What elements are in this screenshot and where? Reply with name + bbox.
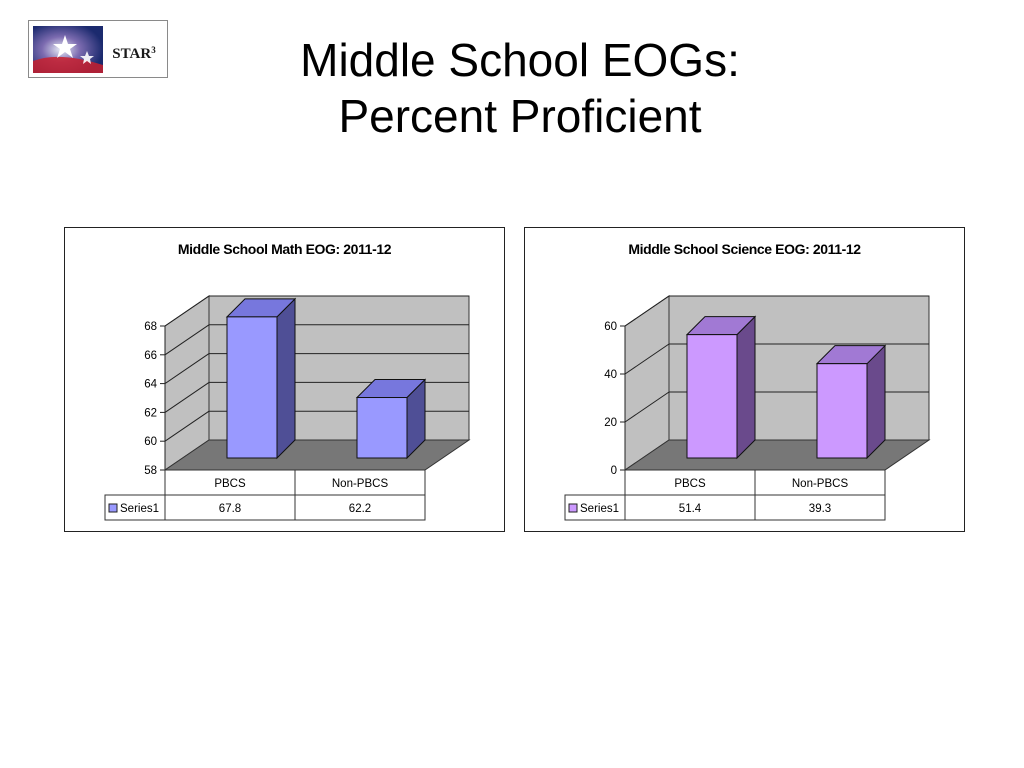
science-y-tick-label: 40 (604, 369, 617, 381)
star3-logo: STAR3 (28, 20, 168, 78)
math-y-tick-label: 58 (144, 465, 157, 477)
math-gridline-side (164, 353, 210, 385)
math-value-label-1: 67.8 (219, 503, 241, 515)
science-table-data-row (564, 494, 886, 521)
star-logo-icon (33, 26, 103, 73)
science-chart-title: Middle School Science EOG: 2011-12 (628, 241, 861, 257)
math-y-tick-label: 64 (144, 379, 157, 391)
science-value-label-2: 39.3 (809, 503, 831, 515)
math-legend-swatch (108, 503, 118, 513)
science-gridline-side (624, 343, 670, 375)
science-y-tick-label: 0 (611, 465, 617, 477)
math-chart-title: Middle School Math EOG: 2011-12 (177, 241, 392, 257)
math-gridline-side (164, 410, 210, 442)
math-table-data-row (104, 494, 426, 521)
math-category-label-2: Non-PBCS (332, 478, 389, 490)
slide-title-line-1: Middle School EOGs: (300, 34, 740, 86)
science-category-label-2: Non-PBCS (792, 478, 849, 490)
math-bar-2 (356, 397, 408, 459)
math-legend-label: Series1 (120, 503, 159, 515)
math-bar-side-1 (276, 297, 296, 460)
science-bar-1 (686, 334, 738, 459)
math-category-label-1: PBCS (214, 478, 246, 490)
science-floor (623, 439, 931, 471)
science-y-tick-label: 60 (604, 321, 617, 333)
math-y-tick-label: 68 (144, 321, 157, 333)
science-bar-2 (816, 363, 868, 459)
math-floor (163, 439, 471, 471)
science-chart-plot: 0 20 40 60 PBCS 51.4 Non-PBCS 39.3 Series1 (564, 295, 931, 521)
math-chart-plot: 58 60 62 64 66 68 PBCS 67.8 Non-PBCS 62.2 Series1 (104, 295, 471, 521)
math-value-label-2: 62.2 (349, 503, 371, 515)
logo-text: STAR3 (112, 45, 156, 62)
math-chart: Middle School Math EOG: 2011-12 58 60 62 64… (64, 227, 505, 532)
science-value-label-1: 51.4 (679, 503, 702, 515)
math-gridline-side (164, 295, 210, 327)
science-bar-side-1 (736, 315, 756, 460)
science-gridline-side (624, 391, 670, 423)
science-bar-side-2 (866, 344, 886, 460)
science-category-label-1: PBCS (674, 478, 706, 490)
math-y-tick-label: 62 (144, 407, 157, 419)
science-gridline-side (624, 295, 670, 327)
math-bar-1 (226, 316, 278, 459)
math-y-tick-label: 66 (144, 350, 157, 362)
science-legend-swatch (568, 503, 578, 513)
science-legend-label: Series1 (580, 503, 619, 515)
science-chart: Middle School Science EOG: 2011-12 0 20 40… (524, 227, 965, 532)
science-y-tick-label: 20 (604, 417, 617, 429)
math-y-tick-label: 60 (144, 436, 157, 448)
math-gridline-side (164, 381, 210, 413)
slide-title-line-2: Percent Proficient (338, 90, 702, 142)
slide-title: Middle School EOGs: Percent Proficient (180, 32, 860, 144)
math-gridline-side (164, 324, 210, 356)
